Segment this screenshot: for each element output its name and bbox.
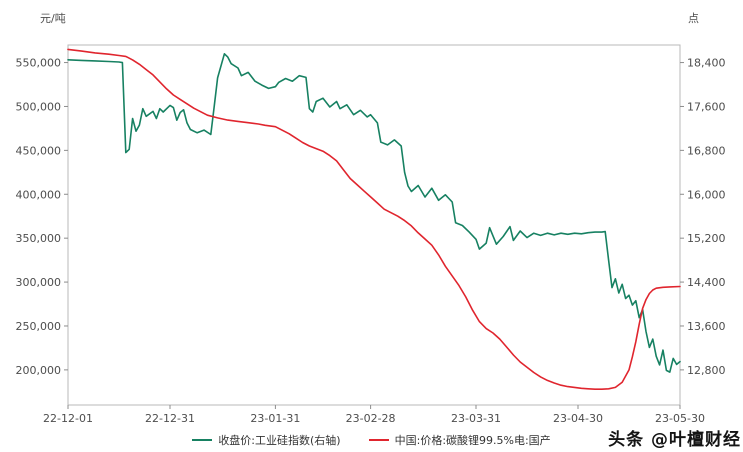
- svg-text:550,000: 550,000: [16, 57, 62, 70]
- svg-text:23-03-31: 23-03-31: [451, 412, 501, 425]
- watermark: 头条 @叶檀财经: [604, 425, 741, 450]
- svg-text:23-04-30: 23-04-30: [553, 412, 603, 425]
- svg-text:16,800: 16,800: [687, 144, 726, 157]
- left-axis-unit-label: 元/吨: [40, 12, 66, 25]
- svg-text:23-02-28: 23-02-28: [346, 412, 396, 425]
- svg-text:200,000: 200,000: [16, 364, 62, 377]
- svg-text:300,000: 300,000: [16, 276, 62, 289]
- svg-text:23-01-31: 23-01-31: [250, 412, 300, 425]
- legend-swatch-red-line: [368, 439, 389, 441]
- legend-item-lithium-price: 中国:价格:碳酸锂99.5%电:国产: [368, 432, 551, 448]
- svg-text:250,000: 250,000: [16, 320, 62, 333]
- svg-text:400,000: 400,000: [16, 188, 62, 201]
- legend-label-lithium-price: 中国:价格:碳酸锂99.5%电:国产: [394, 434, 551, 447]
- svg-text:14,400: 14,400: [687, 276, 726, 289]
- right-axis-unit-label: 点: [688, 12, 699, 25]
- svg-text:350,000: 350,000: [16, 232, 62, 245]
- legend-item-silicon-index: 收盘价:工业硅指数(右轴): [192, 432, 341, 448]
- svg-text:17,600: 17,600: [687, 100, 726, 113]
- chart-legend: 收盘价:工业硅指数(右轴) 中国:价格:碳酸锂99.5%电:国产: [0, 432, 743, 448]
- svg-text:13,600: 13,600: [687, 320, 726, 333]
- svg-text:15,200: 15,200: [687, 232, 726, 245]
- svg-text:500,000: 500,000: [16, 100, 62, 113]
- svg-text:450,000: 450,000: [16, 144, 62, 157]
- legend-swatch-green-line: [192, 439, 213, 441]
- svg-text:22-12-31: 22-12-31: [145, 412, 195, 425]
- svg-text:12,800: 12,800: [687, 364, 726, 377]
- svg-text:18,400: 18,400: [687, 57, 726, 70]
- svg-text:22-12-01: 22-12-01: [43, 412, 93, 425]
- legend-label-silicon-index: 收盘价:工业硅指数(右轴): [218, 434, 341, 447]
- svg-text:23-05-30: 23-05-30: [655, 412, 705, 425]
- svg-text:16,000: 16,000: [687, 188, 726, 201]
